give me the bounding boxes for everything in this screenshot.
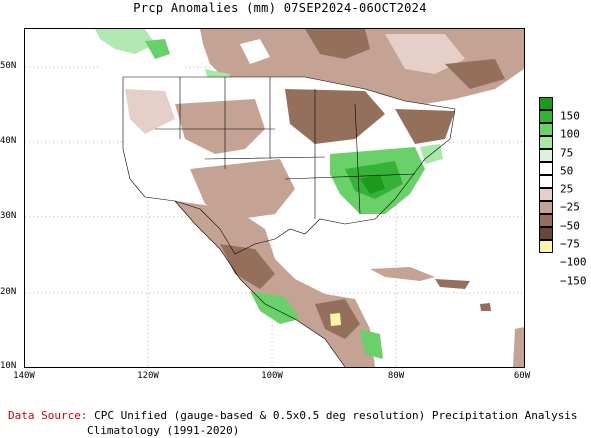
legend-swatch: [539, 214, 553, 227]
legend-swatch: [539, 188, 553, 201]
y-tick-label: 40N: [0, 136, 17, 146]
x-tick-label: 120W: [137, 371, 159, 381]
legend-swatch: [539, 240, 553, 253]
canada-region: [65, 29, 524, 109]
y-tick-label: 10N: [0, 361, 17, 371]
legend-swatch: [539, 149, 553, 162]
legend-label: −50: [560, 219, 580, 233]
legend-swatch: [539, 97, 553, 110]
data-source-label: Data Source:: [8, 409, 88, 422]
legend-swatch: [539, 136, 553, 149]
legend-swatch: [539, 175, 553, 188]
legend-label: 25: [560, 182, 574, 196]
x-tick-label: 60W: [513, 371, 531, 381]
mexico-region: [175, 201, 383, 367]
legend-label: 100: [560, 127, 580, 141]
legend-swatch: [539, 227, 553, 240]
us-region: [123, 77, 455, 254]
map-frame: [24, 28, 525, 368]
legend-swatch: [539, 201, 553, 214]
color-legend: [539, 97, 553, 253]
legend-label: −100: [560, 255, 587, 269]
anomaly-map: [25, 29, 524, 367]
map-title: Prcp Anomalies (mm) 07SEP2024-06OCT2024: [133, 1, 427, 15]
data-source-line: Data Source: CPC Unified (gauge-based & …: [8, 409, 578, 422]
x-tick-label: 100W: [261, 371, 283, 381]
y-tick-label: 30N: [0, 211, 17, 221]
legend-label: −75: [560, 237, 580, 251]
political-boundaries: [122, 76, 456, 367]
legend-label: 150: [560, 109, 580, 123]
legend-label: 75: [560, 146, 574, 160]
y-tick-label: 20N: [0, 287, 17, 297]
data-source-text: CPC Unified (gauge-based & 0.5x0.5 deg r…: [94, 409, 578, 422]
legend-label: 50: [560, 164, 574, 178]
x-tick-label: 140W: [13, 371, 35, 381]
legend-swatch: [539, 110, 553, 123]
y-tick-label: 50N: [0, 61, 17, 71]
climatology-line: Climatology (1991-2020): [87, 424, 240, 437]
legend-label: −25: [560, 200, 580, 214]
x-tick-label: 80W: [387, 371, 405, 381]
caribbean-islands: [370, 267, 524, 367]
legend-swatch: [539, 123, 553, 136]
legend-label: −150: [560, 274, 587, 288]
legend-swatch: [539, 162, 553, 175]
